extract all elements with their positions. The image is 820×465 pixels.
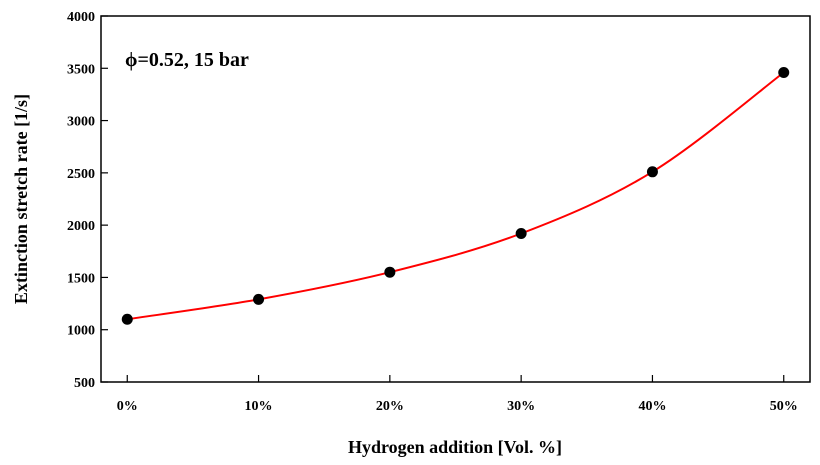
y-tick-label: 1000 bbox=[67, 324, 95, 339]
x-tick-label: 30% bbox=[507, 399, 535, 414]
x-tick-label: 10% bbox=[245, 399, 273, 414]
y-tick-label: 3500 bbox=[67, 62, 95, 77]
y-axis-ticks: 500 1000 1500 2000 2500 3000 3500 4000 bbox=[67, 10, 108, 391]
x-tick-label: 40% bbox=[638, 399, 666, 414]
data-point bbox=[515, 228, 527, 240]
data-point bbox=[121, 313, 133, 325]
data-point bbox=[253, 293, 265, 305]
x-tick-label: 50% bbox=[770, 399, 798, 414]
x-tick-label: 20% bbox=[376, 399, 404, 414]
y-axis-title: Extinction stretch rate [1/s] bbox=[11, 94, 31, 304]
series-line bbox=[127, 71, 785, 321]
y-tick-label: 1500 bbox=[67, 271, 95, 286]
x-axis-title: Hydrogen addition [Vol. %] bbox=[348, 437, 562, 457]
y-tick-label: 2000 bbox=[67, 219, 95, 234]
x-tick-label: 0% bbox=[117, 399, 138, 414]
plot-frame bbox=[100, 15, 811, 383]
x-axis-ticks: 0% 10% 20% 30% 40% 50% bbox=[117, 375, 798, 414]
data-point bbox=[646, 166, 658, 178]
y-tick-label: 500 bbox=[74, 376, 95, 391]
y-tick-label: 2500 bbox=[67, 167, 95, 182]
annotation: ϕ=0.52, 15 bar bbox=[125, 49, 249, 71]
series-markers bbox=[121, 66, 790, 325]
y-tick-label: 4000 bbox=[67, 10, 95, 25]
data-point bbox=[778, 66, 790, 78]
y-tick-label: 3000 bbox=[67, 115, 95, 130]
data-point bbox=[384, 266, 396, 278]
